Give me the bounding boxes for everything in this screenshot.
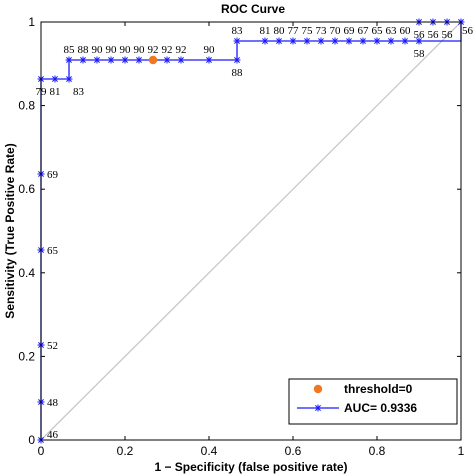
roc-point-marker xyxy=(107,56,115,64)
y-tick-label: 1 xyxy=(28,15,35,29)
roc-point-marker xyxy=(233,56,241,64)
roc-point-label: 92 xyxy=(175,44,186,56)
roc-point-label: 52 xyxy=(47,340,58,352)
roc-point-label: 90 xyxy=(120,44,132,56)
roc-point-marker xyxy=(359,37,367,45)
roc-point-label: 73 xyxy=(316,25,328,37)
y-tick-label: 0.2 xyxy=(18,349,35,363)
roc-point-marker xyxy=(415,37,423,45)
roc-point-label: 48 xyxy=(47,397,59,409)
roc-point-marker xyxy=(65,56,73,64)
roc-point-marker xyxy=(373,37,381,45)
roc-point-label: 65 xyxy=(47,245,59,257)
roc-point-label: 56 xyxy=(427,29,439,41)
roc-point-label: 75 xyxy=(301,25,313,37)
roc-point-marker xyxy=(79,56,87,64)
roc-point-label: 88 xyxy=(78,44,90,56)
roc-point-marker xyxy=(163,56,171,64)
roc-point-label: 81 xyxy=(259,25,270,37)
legend: threshold=0 AUC= 0.9336 xyxy=(288,378,458,425)
roc-point-label: 83 xyxy=(73,86,85,98)
x-axis-label: 1 − Specificity (false positive rate) xyxy=(154,460,347,474)
roc-point-marker xyxy=(317,37,325,45)
roc-point-label: 90 xyxy=(91,44,103,56)
threshold-point xyxy=(148,55,158,65)
roc-point-marker xyxy=(205,56,213,64)
roc-point-marker xyxy=(51,75,59,83)
chart-title: ROC Curve xyxy=(221,2,285,16)
roc-point-marker xyxy=(261,37,269,45)
x-tick-label: 0.6 xyxy=(285,444,302,458)
roc-point-label: 92 xyxy=(162,44,173,56)
roc-point-label: 63 xyxy=(385,25,397,37)
roc-point-label: 46 xyxy=(47,429,59,441)
roc-point-label: 69 xyxy=(47,169,59,181)
diagonal-line xyxy=(40,21,462,441)
roc-point-marker xyxy=(303,37,311,45)
roc-point-label: 69 xyxy=(343,25,355,37)
x-tick-label: 0.4 xyxy=(201,444,218,458)
roc-point-marker xyxy=(233,37,241,45)
legend-auc-star xyxy=(314,404,322,412)
roc-point-marker xyxy=(135,56,143,64)
roc-point-label: 77 xyxy=(288,25,300,37)
y-tick-label: 0.4 xyxy=(18,266,35,280)
roc-point-label: 70 xyxy=(330,25,342,37)
legend-auc-label: AUC= 0.9336 xyxy=(344,401,417,415)
roc-point-label: 56 xyxy=(462,25,474,37)
roc-point-label: 58 xyxy=(414,48,426,60)
plot-frame xyxy=(40,21,462,441)
legend-box xyxy=(288,378,458,425)
roc-point-marker xyxy=(121,56,129,64)
roc-point-marker xyxy=(65,75,73,83)
roc-point-marker xyxy=(331,37,339,45)
y-tick-label: 0.8 xyxy=(18,99,35,113)
roc-point-label: 90 xyxy=(204,44,216,56)
diagonal-layer xyxy=(40,21,462,441)
x-tick-label: 0.8 xyxy=(369,444,386,458)
roc-point-label: 56 xyxy=(414,29,426,41)
roc-point-label: 88 xyxy=(232,67,244,79)
roc-point-label: 90 xyxy=(106,44,118,56)
roc-point-label: 65 xyxy=(372,25,384,37)
roc-point-marker xyxy=(289,37,297,45)
roc-point-label: 83 xyxy=(232,25,244,37)
roc-point-marker xyxy=(177,56,185,64)
roc-point-label: 56 xyxy=(442,29,454,41)
roc-point-label: 80 xyxy=(274,25,286,37)
legend-star-marker xyxy=(314,404,322,412)
roc-point-marker xyxy=(401,37,409,45)
roc-point-label: 67 xyxy=(358,25,370,37)
x-tick-label: 0.2 xyxy=(117,444,134,458)
y-tick-label: 0 xyxy=(28,433,35,447)
roc-point-marker xyxy=(387,37,395,45)
roc-point-label: 92 xyxy=(148,44,159,56)
roc-point-marker xyxy=(93,56,101,64)
legend-threshold-marker xyxy=(313,384,323,394)
y-axis-label: Sensitivity (True Positive Rate) xyxy=(3,143,17,318)
legend-threshold-label: threshold=0 xyxy=(344,382,413,396)
y-tick-label: 0.6 xyxy=(18,182,35,196)
roc-point-label: 60 xyxy=(400,25,412,37)
roc-point-marker xyxy=(345,37,353,45)
roc-point-marker xyxy=(275,37,283,45)
roc-point-label: 81 xyxy=(49,86,60,98)
roc-point-label: 85 xyxy=(64,44,76,56)
x-tick-label: 0 xyxy=(38,444,45,458)
roc-point-label: 90 xyxy=(133,44,145,56)
x-tick-label: 1 xyxy=(458,444,465,458)
